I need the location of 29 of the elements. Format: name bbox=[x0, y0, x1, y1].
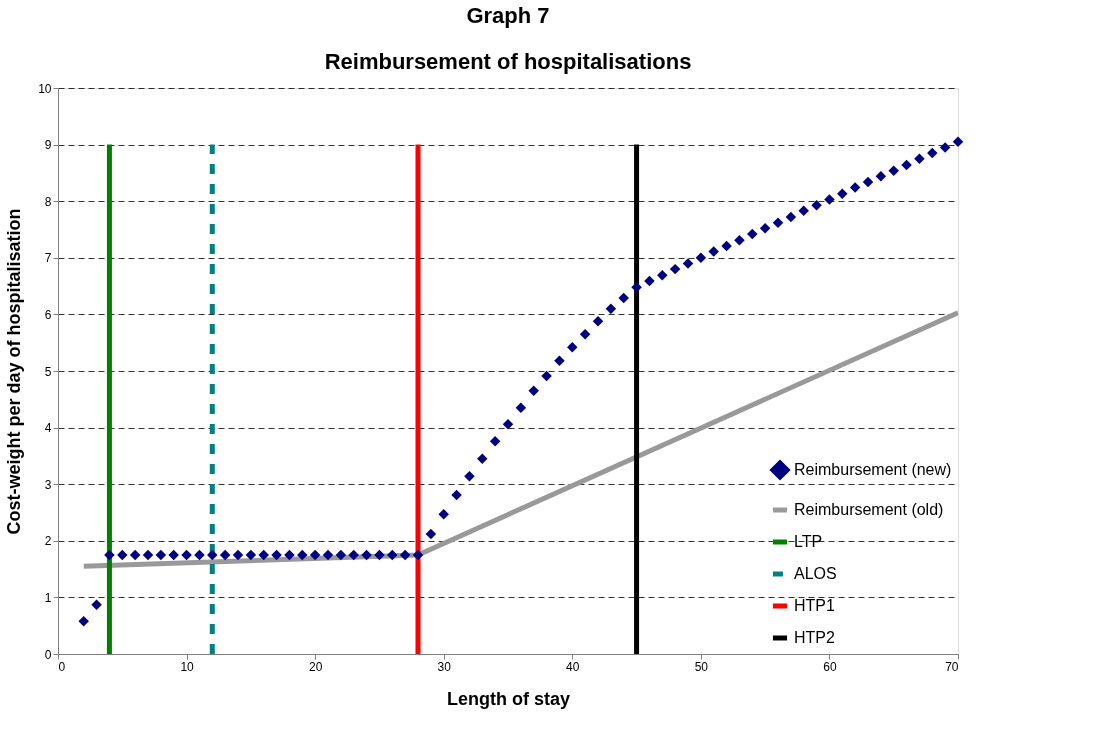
y-tick-label: 4 bbox=[44, 421, 52, 436]
x-axis-title: Length of stay bbox=[446, 688, 571, 709]
legend-label: HTP1 bbox=[794, 597, 835, 614]
x-tick-label: 60 bbox=[823, 659, 837, 674]
y-tick-label: 1 bbox=[44, 590, 52, 605]
y-tick-label: 10 bbox=[38, 81, 52, 96]
legend-label: Reimbursement (old) bbox=[794, 501, 944, 518]
y-tick-label: 6 bbox=[44, 307, 52, 322]
x-tick-label: 70 bbox=[945, 659, 959, 674]
legend-label: Reimbursement (new) bbox=[794, 461, 952, 478]
legend-label: HTP2 bbox=[794, 629, 835, 646]
y-tick-label: 3 bbox=[44, 477, 52, 492]
legend-label: ALOS bbox=[794, 565, 837, 582]
y-tick-label: 2 bbox=[44, 534, 52, 549]
chart-title: Graph 7 bbox=[466, 3, 550, 28]
y-tick-label: 7 bbox=[44, 251, 52, 266]
x-tick-label: 0 bbox=[58, 659, 66, 674]
x-tick-label: 50 bbox=[694, 659, 709, 674]
chart-subtitle: Reimbursement of hospitalisations bbox=[324, 49, 692, 74]
legend-label: LTP bbox=[794, 533, 823, 550]
x-tick-label: 20 bbox=[308, 659, 323, 674]
y-tick-label: 0 bbox=[44, 647, 52, 662]
y-tick-label: 8 bbox=[44, 194, 52, 209]
y-tick-label: 5 bbox=[44, 364, 52, 379]
y-tick-label: 9 bbox=[44, 138, 52, 153]
y-axis-title: Cost-weight per day of hospitalisation bbox=[4, 208, 25, 535]
x-tick-label: 40 bbox=[566, 659, 580, 674]
x-tick-label: 30 bbox=[437, 659, 452, 674]
x-tick-label: 10 bbox=[180, 659, 195, 674]
